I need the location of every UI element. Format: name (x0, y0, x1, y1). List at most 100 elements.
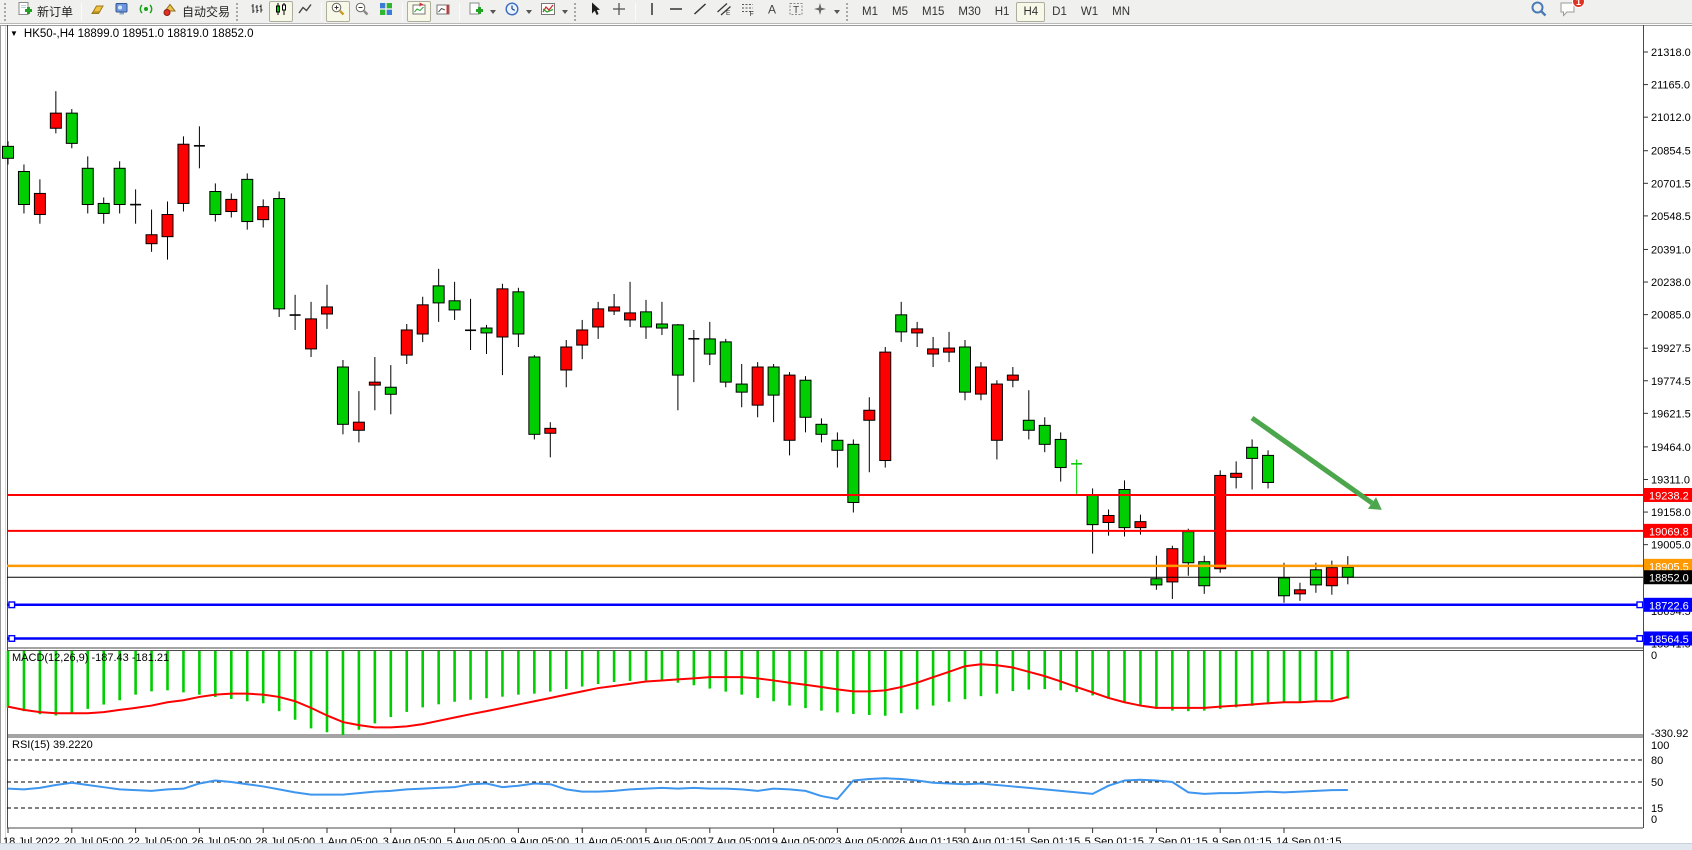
gold-ingot-icon (90, 1, 106, 22)
new-chart-icon (468, 1, 484, 22)
toolbar-gripper[interactable] (574, 2, 579, 21)
indicators-dropdown[interactable] (536, 1, 572, 22)
svg-text:19005.0: 19005.0 (1651, 540, 1691, 552)
svg-text:0: 0 (1651, 650, 1657, 662)
macd-panel: 0 -330.92 (6, 650, 1688, 740)
timeframe-M5[interactable]: M5 (892, 5, 908, 18)
timeframe-W1[interactable]: W1 (1080, 5, 1099, 18)
svg-text:20548.5: 20548.5 (1651, 211, 1691, 223)
toolbar-separator (81, 2, 83, 21)
toolbar-gripper[interactable] (846, 2, 851, 21)
text-label-tool[interactable]: T (784, 1, 808, 22)
svg-text:19774.5: 19774.5 (1651, 376, 1691, 388)
vertical-line-tool[interactable] (640, 1, 664, 22)
broadcast-button[interactable] (134, 1, 158, 22)
crosshair-tool-button[interactable] (607, 1, 631, 22)
fibonacci-icon: F (740, 1, 756, 22)
svg-text:19464.0: 19464.0 (1651, 442, 1691, 454)
svg-text:-330.92: -330.92 (1651, 728, 1688, 740)
vertical-line-icon (644, 1, 660, 22)
dropdown-arrow-icon (562, 9, 569, 14)
auto-scroll-icon (435, 1, 451, 22)
window-edge[interactable] (0, 25, 6, 843)
clock-icon (504, 1, 520, 22)
horizontal-line-icon (668, 1, 684, 22)
svg-text:E: E (726, 10, 731, 17)
cursor-tool-button[interactable] (583, 1, 607, 22)
svg-text:50: 50 (1651, 777, 1663, 789)
svg-text:20701.5: 20701.5 (1651, 178, 1691, 190)
svg-text:15: 15 (1651, 803, 1663, 815)
svg-text:21318.0: 21318.0 (1651, 47, 1691, 59)
horizontal-line-objects[interactable] (7, 493, 1644, 642)
svg-text:0: 0 (1651, 814, 1657, 826)
market-depth-button[interactable] (86, 1, 110, 22)
trendline-tool[interactable] (688, 1, 712, 22)
candlesticks (2, 91, 1354, 603)
svg-text:19311.0: 19311.0 (1651, 474, 1690, 486)
new-chart-dropdown[interactable] (464, 1, 500, 22)
rsi-panel: 100 80 50 150 (7, 740, 1669, 826)
zoom-in-button[interactable] (326, 1, 351, 22)
hline-price-label: 18564.5 (1649, 634, 1689, 646)
hline-price-label: 19069.8 (1649, 526, 1689, 538)
candle-chart-mode-button[interactable] (269, 1, 294, 22)
timeframe-M15[interactable]: M15 (922, 5, 945, 18)
collapse-ohlc-icon[interactable]: ▼ (10, 29, 18, 38)
auto-scroll-button[interactable] (431, 1, 455, 22)
notifications-button[interactable]: 1 (1558, 0, 1585, 23)
timeframe-H4[interactable]: H4 (1016, 1, 1046, 22)
svg-text:19158.0: 19158.0 (1651, 507, 1691, 519)
toolbar-separator (321, 2, 323, 21)
text-a-icon: A (764, 1, 780, 22)
zoom-out-icon (354, 1, 370, 22)
zoom-in-icon (330, 1, 346, 22)
zoom-out-button[interactable] (350, 1, 374, 22)
svg-text:T: T (793, 5, 799, 16)
chart-canvas[interactable]: 21318.0 21165.0 21012.0 20854.5 20701.5 20548… (0, 25, 1692, 850)
timeframe-M30[interactable]: M30 (958, 5, 981, 18)
equidistant-channel-tool[interactable]: E (712, 1, 736, 22)
timeframe-H1[interactable]: H1 (994, 5, 1010, 18)
dropdown-arrow-icon (490, 9, 497, 14)
timeframe-D1[interactable]: D1 (1052, 5, 1067, 18)
bar-chart-icon (249, 1, 265, 22)
toolbar-right-group: 1 (1530, 0, 1585, 23)
tile-windows-icon (378, 1, 394, 22)
line-chart-mode-button[interactable] (293, 1, 317, 22)
chart-shift-button[interactable] (407, 1, 432, 22)
strategy-tester-button[interactable] (110, 1, 134, 22)
channel-icon: E (716, 1, 732, 22)
toolbar-gripper[interactable] (236, 2, 241, 21)
svg-text:F: F (750, 11, 754, 17)
new-order-button[interactable]: 新订单 (13, 1, 77, 22)
dropdown-arrow-icon (834, 9, 841, 14)
hline-price-label: 18722.6 (1649, 600, 1689, 612)
timeframe-M1[interactable]: M1 (862, 5, 879, 18)
notification-badge: 1 (1572, 0, 1585, 8)
search-icon[interactable] (1530, 0, 1548, 23)
horizontal-line-tool[interactable] (664, 1, 688, 22)
svg-text:21012.0: 21012.0 (1651, 112, 1691, 124)
toolbar-gripper[interactable] (4, 2, 9, 21)
text-tool[interactable]: A (760, 1, 784, 22)
arrows-objects-dropdown[interactable] (808, 1, 844, 22)
auto-trading-label: 自动交易 (182, 5, 231, 19)
arrow-annotation[interactable] (1250, 415, 1382, 510)
period-dropdown[interactable] (500, 1, 536, 22)
cursor-icon (587, 1, 603, 22)
bid-price-label: 18852.0 (1649, 573, 1689, 585)
window-bottom-edge (0, 843, 1692, 850)
fibonacci-tool[interactable]: F (736, 1, 760, 22)
svg-text:19621.5: 19621.5 (1651, 408, 1691, 420)
toolbar-separator (635, 2, 637, 21)
tile-windows-button[interactable] (374, 1, 398, 22)
radar-icon (138, 1, 154, 22)
candlestick-icon (273, 1, 289, 22)
auto-trading-icon (162, 1, 178, 22)
bar-chart-mode-button[interactable] (245, 1, 269, 22)
svg-text:20391.0: 20391.0 (1651, 244, 1691, 256)
auto-trading-button[interactable]: 自动交易 (158, 1, 234, 22)
timeframe-MN[interactable]: MN (1112, 5, 1130, 18)
